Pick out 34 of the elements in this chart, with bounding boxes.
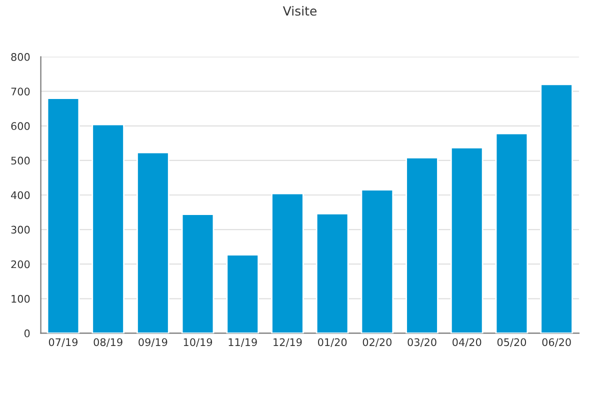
x-tick-label: 07/19 [48,338,78,347]
x-tick-label: 12/19 [274,338,302,347]
bar [316,212,349,334]
x-tick-label: 02/20 [362,338,392,347]
bar [450,146,484,334]
bar [226,254,260,334]
y-tick-label: 0 [24,329,30,338]
y-tick-label: 500 [11,156,30,165]
bar [406,156,438,334]
bar [360,189,394,334]
y-tick-label: 700 [11,88,30,96]
chart-title: Visite [282,6,316,16]
x-tick-label: 04/20 [452,338,482,347]
bar [46,98,80,334]
x-tick-label: 10/19 [184,338,212,347]
y-tick-label: 300 [11,226,30,234]
bar [136,152,170,334]
y-tick-label: 400 [11,191,30,200]
x-tick-label: 06/20 [542,338,571,347]
y-tick-label: 100 [12,294,30,303]
x-tick-label: 08/19 [94,338,122,347]
x-tick-label: 05/20 [497,338,526,347]
bar [540,84,573,334]
x-tick-label: 03/20 [408,338,436,347]
x-tick-label: 09/19 [138,338,168,347]
bar [181,214,214,334]
x-tick-label: 11/19 [228,338,257,347]
y-tick-label: 800 [11,53,30,61]
bar [92,124,124,334]
bar [495,132,528,334]
x-tick-label: 01/20 [318,338,347,347]
bar [271,192,304,334]
y-tick-label: 600 [11,122,30,130]
y-tick-label: 200 [11,260,30,268]
